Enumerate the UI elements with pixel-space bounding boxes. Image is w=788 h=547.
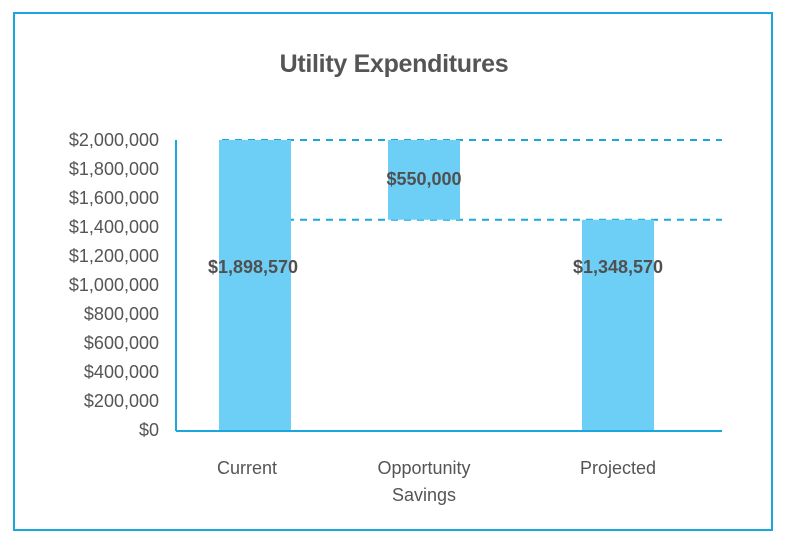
x-tick-label: Current <box>217 458 277 478</box>
data-label: $1,898,570 <box>208 257 298 277</box>
y-tick-label: $1,400,000 <box>69 217 159 237</box>
bars <box>219 140 654 430</box>
x-tick-labels: Current Opportunity Savings Projected <box>217 458 656 505</box>
y-tick-label: $1,800,000 <box>69 159 159 179</box>
x-tick-label: Opportunity <box>377 458 470 478</box>
y-tick-label: $0 <box>139 420 159 440</box>
chart-title: Utility Expenditures <box>279 50 509 78</box>
data-label: $550,000 <box>386 169 461 189</box>
y-tick-label: $400,000 <box>84 362 159 382</box>
y-tick-label: $800,000 <box>84 304 159 324</box>
y-tick-label: $1,200,000 <box>69 246 159 266</box>
bar-3 <box>582 219 654 430</box>
y-tick-label: $200,000 <box>84 391 159 411</box>
data-label: $1,348,570 <box>573 257 663 277</box>
bar-1 <box>219 140 291 430</box>
axes <box>175 140 722 432</box>
x-tick-label: Projected <box>580 458 656 478</box>
x-tick-label: Savings <box>392 485 456 505</box>
y-tick-label: $1,000,000 <box>69 275 159 295</box>
bar-2 <box>388 140 460 220</box>
data-labels: $1,898,570 $550,000 $1,348,570 <box>208 169 663 277</box>
y-tick-label: $2,000,000 <box>69 130 159 150</box>
reference-lines <box>222 139 722 221</box>
y-tick-label: $1,600,000 <box>69 188 159 208</box>
y-tick-label: $600,000 <box>84 333 159 353</box>
y-tick-labels: $0 $200,000 $400,000 $600,000 $800,000 $1,000… <box>69 130 159 440</box>
